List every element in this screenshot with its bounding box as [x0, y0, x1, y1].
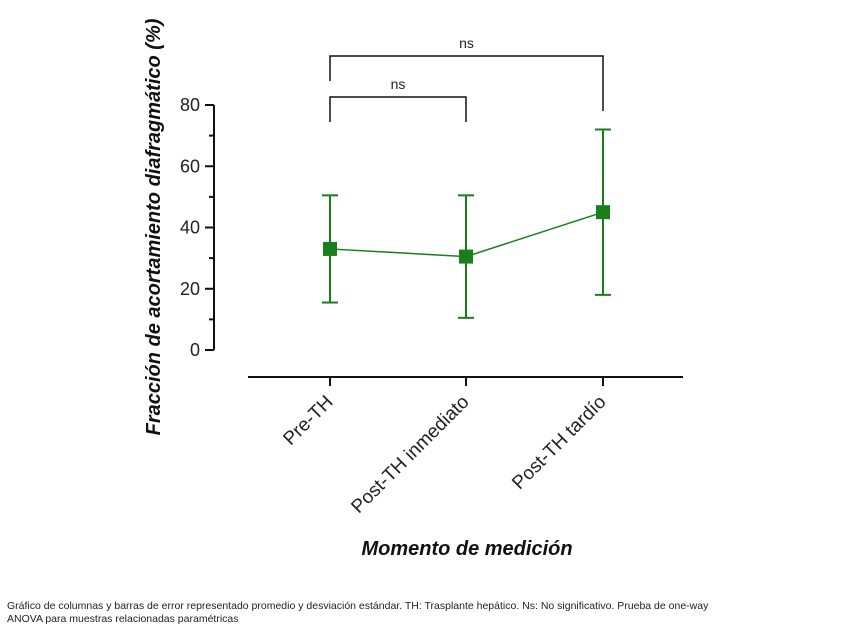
y-tick-label: 80	[180, 95, 200, 115]
y-tick-label: 60	[180, 156, 200, 176]
y-axis-title: Fracción de acortamiento diafragmático (…	[143, 18, 165, 435]
data-point	[459, 249, 473, 264]
significance-brackets: ns ns	[329, 35, 604, 122]
caption-line-1: Gráfico de columnas y barras de error re…	[7, 600, 709, 612]
x-tick-label: Post-TH tardío	[508, 392, 610, 494]
x-tick-label: Post-TH inmediato	[347, 392, 473, 518]
figure-caption: Gráfico de columnas y barras de error re…	[7, 600, 837, 626]
bracket-line	[329, 55, 604, 111]
data-point	[323, 241, 337, 256]
bracket-label: ns	[391, 76, 406, 92]
significance-bracket: ns	[329, 35, 604, 111]
y-tick-label: 0	[190, 340, 200, 360]
x-axis-title: Momento de medición	[361, 538, 572, 560]
data-series	[322, 128, 611, 319]
data-point	[596, 205, 610, 220]
y-tick-label: 20	[180, 279, 200, 299]
y-axis: 0 20 40 60 80	[180, 95, 215, 360]
caption-line-2: ANOVA para muestras relacionadas paramét…	[7, 613, 239, 625]
y-tick-label: 40	[180, 218, 200, 238]
significance-bracket: ns	[329, 76, 467, 122]
x-axis: Pre-TH Post-TH inmediato Post-TH tardío	[248, 376, 683, 518]
bracket-line	[329, 96, 467, 122]
chart: 0 20 40 60 80 Pre-TH Post-TH inmediato Post-TH…	[143, 18, 683, 560]
bracket-label: ns	[459, 35, 474, 51]
x-tick-label: Pre-TH	[279, 392, 337, 450]
